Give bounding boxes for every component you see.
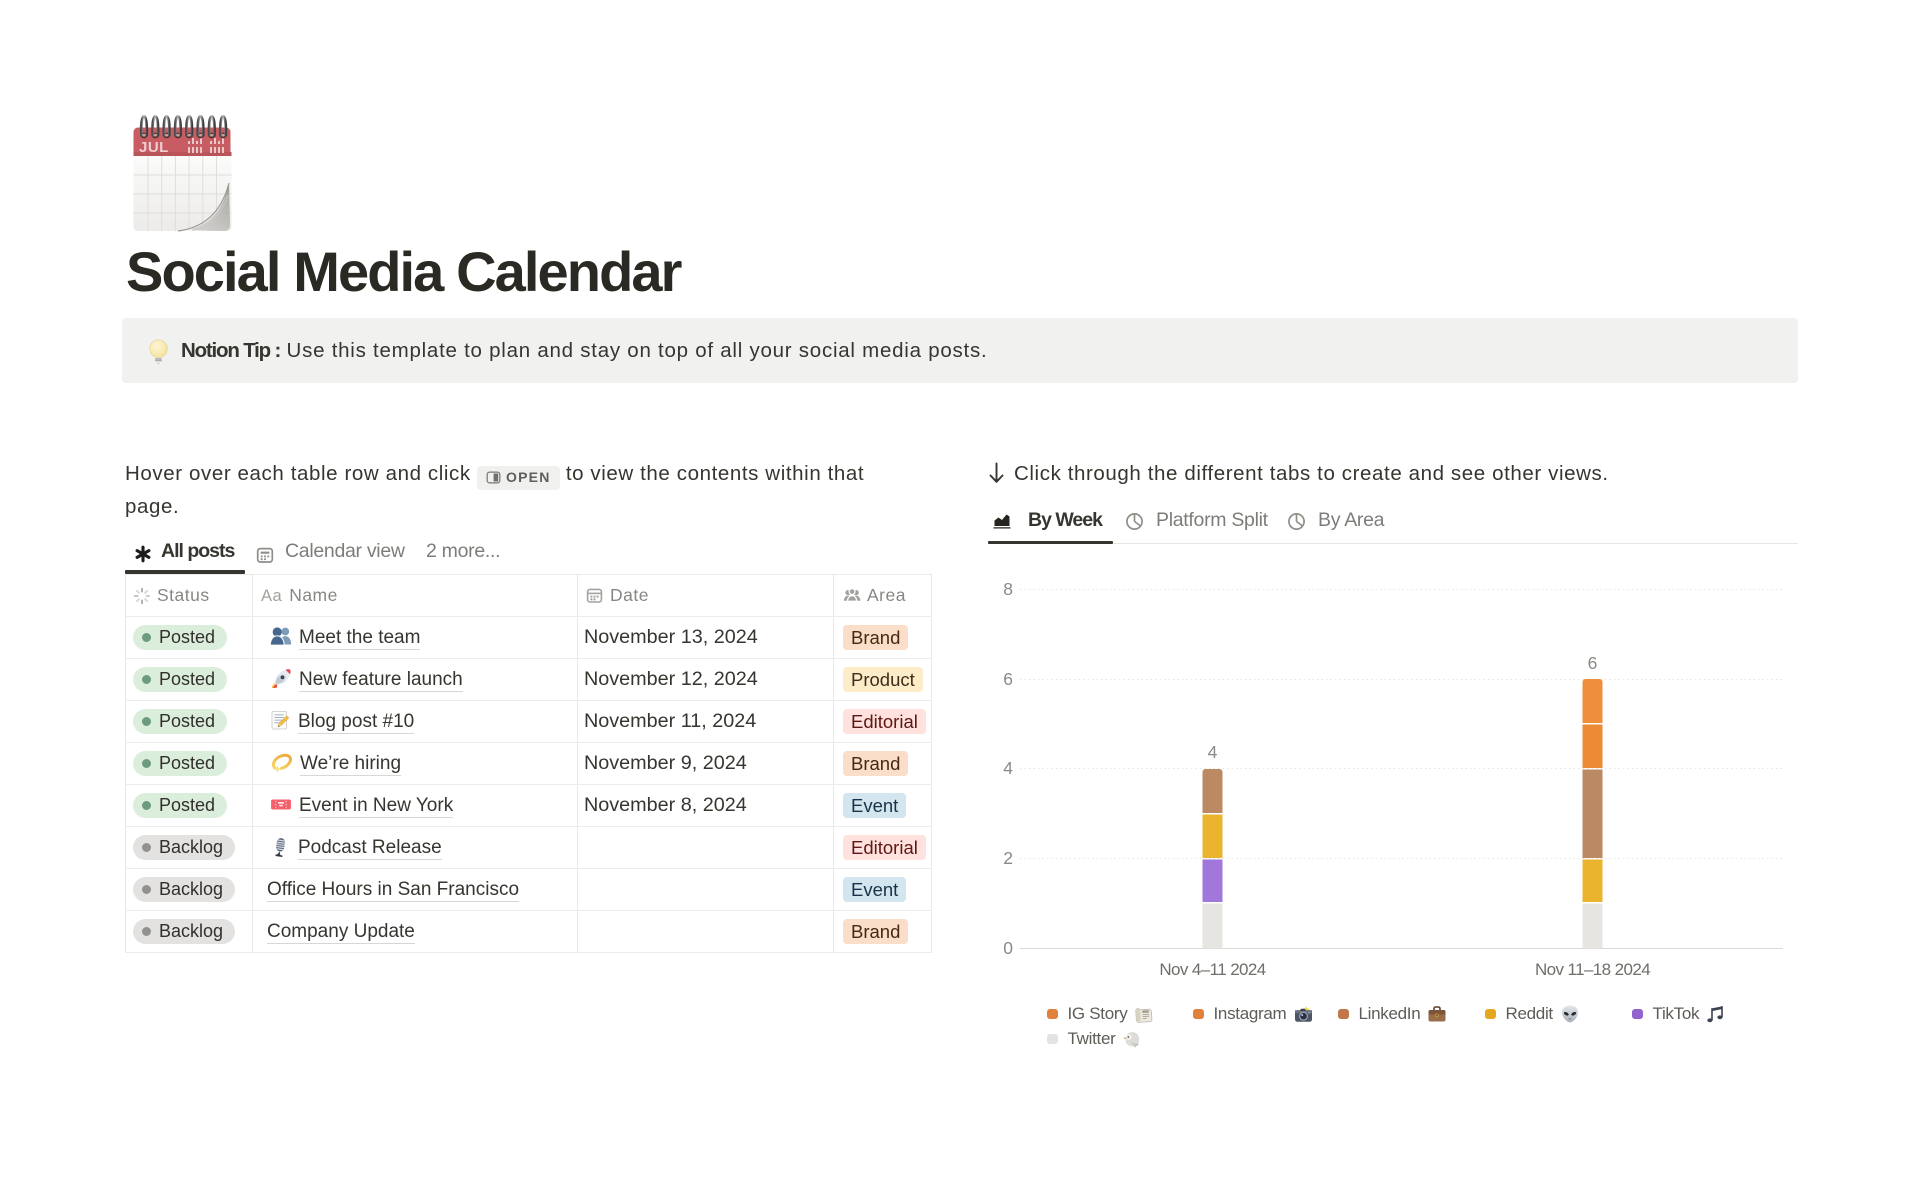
svg-text:Nov 11–18 2024: Nov 11–18 2024 — [1535, 960, 1650, 979]
svg-text:8: 8 — [1003, 579, 1013, 599]
svg-text:4: 4 — [1208, 742, 1218, 762]
svg-text:JUL: JUL — [139, 139, 169, 156]
svg-text:4: 4 — [1003, 758, 1013, 778]
svg-text:6: 6 — [1588, 653, 1598, 673]
svg-text:0: 0 — [1003, 938, 1013, 958]
svg-text:Nov 4–11 2024: Nov 4–11 2024 — [1159, 960, 1265, 979]
svg-text:2: 2 — [1003, 848, 1013, 868]
svg-text:6: 6 — [1003, 669, 1013, 689]
